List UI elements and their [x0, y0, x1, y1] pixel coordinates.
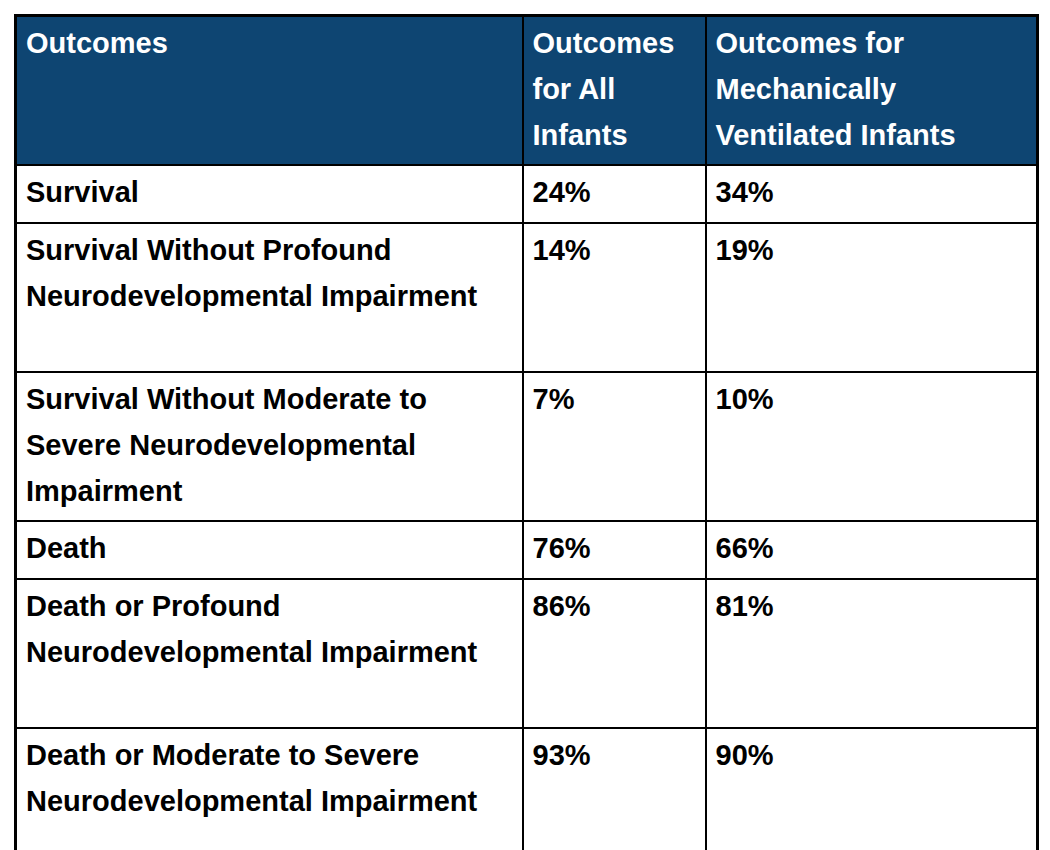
ventilated-value: 34% — [706, 165, 1038, 223]
table-row: Death or Moderate to Severe Neurodevelop… — [16, 728, 1038, 850]
ventilated-value: 81% — [706, 579, 1038, 728]
outcome-label: Death or Moderate to Severe Neurodevelop… — [16, 728, 523, 850]
outcome-label: Survival Without Moderate to Severe Neur… — [16, 372, 523, 521]
all-infants-value: 7% — [523, 372, 706, 521]
ventilated-value: 19% — [706, 223, 1038, 372]
column-header-all-infants: Outcomes for All Infants — [523, 16, 706, 166]
outcomes-table-container: Outcomes Outcomes for All Infants Outcom… — [0, 0, 1050, 850]
column-header-ventilated-infants: Outcomes for Mechanically Ventilated Inf… — [706, 16, 1038, 166]
header-row: Outcomes Outcomes for All Infants Outcom… — [16, 16, 1038, 166]
outcome-label: Survival Without Profound Neurodevelopme… — [16, 223, 523, 372]
all-infants-value: 86% — [523, 579, 706, 728]
all-infants-value: 14% — [523, 223, 706, 372]
column-header-outcomes: Outcomes — [16, 16, 523, 166]
table-row: Death 76% 66% — [16, 521, 1038, 579]
table-row: Survival 24% 34% — [16, 165, 1038, 223]
outcome-label: Survival — [16, 165, 523, 223]
ventilated-value: 10% — [706, 372, 1038, 521]
table-row: Death or Profound Neurodevelopmental Imp… — [16, 579, 1038, 728]
table-body: Survival 24% 34% Survival Without Profou… — [16, 165, 1038, 850]
ventilated-value: 66% — [706, 521, 1038, 579]
table-row: Survival Without Profound Neurodevelopme… — [16, 223, 1038, 372]
table-row: Survival Without Moderate to Severe Neur… — [16, 372, 1038, 521]
all-infants-value: 24% — [523, 165, 706, 223]
outcome-label: Death or Profound Neurodevelopmental Imp… — [16, 579, 523, 728]
ventilated-value: 90% — [706, 728, 1038, 850]
outcome-label: Death — [16, 521, 523, 579]
all-infants-value: 76% — [523, 521, 706, 579]
outcomes-table: Outcomes Outcomes for All Infants Outcom… — [14, 14, 1039, 850]
table-header: Outcomes Outcomes for All Infants Outcom… — [16, 16, 1038, 166]
all-infants-value: 93% — [523, 728, 706, 850]
